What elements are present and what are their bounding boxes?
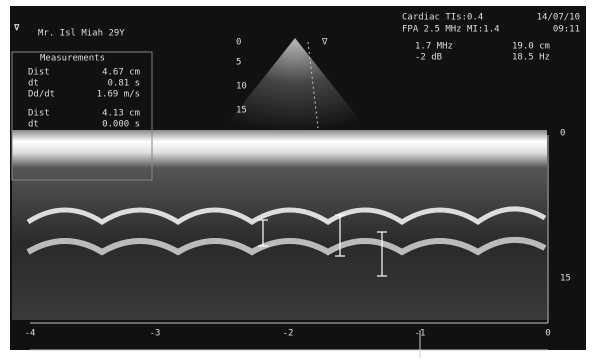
measure-value: 0.81 s (107, 79, 140, 89)
setting: 18.5 Hz (512, 53, 550, 63)
depth-label: 0 (236, 38, 241, 48)
probe-marker: ∇ (321, 38, 328, 48)
measure-name: Dist (28, 109, 50, 119)
time-label: -3 (150, 329, 161, 339)
probe-label: FPA 2.5 MHz MI:1.4 (402, 25, 500, 35)
measure-name: Dist (28, 68, 50, 78)
depth-label: 10 (236, 82, 247, 92)
echo-band (12, 130, 547, 168)
measure-name: dt (28, 120, 39, 130)
measurements-title: Measurements (40, 54, 105, 64)
measure-value: 0.000 s (102, 120, 140, 130)
measure-value: 4.67 cm (102, 68, 140, 78)
mode-label: Cardiac TIs:0.4 (402, 13, 483, 23)
measure-value: 1.69 m/s (97, 90, 140, 100)
time-label: -2 (283, 329, 294, 339)
date: 14/07/10 (537, 13, 580, 23)
logo: ∇ (13, 24, 20, 34)
patient-name: Mr. Isl Miah 29Y (38, 29, 125, 39)
depth-label: 15 (236, 106, 247, 116)
time-label: -1 (415, 329, 426, 339)
setting: -2 dB (415, 53, 442, 63)
time-label: 0 (545, 329, 550, 339)
measure-value: 4.13 cm (102, 109, 140, 119)
mmode-depth-label: 0 (560, 129, 565, 139)
ultrasound-screen: ∇ ∇ Mr. Isl Miah 29Y Cardiac TIs:0.4 14/07… (0, 0, 596, 362)
time: 09:11 (553, 25, 580, 35)
mmode-depth-label: 15 (560, 274, 571, 284)
measure-name: Dd/dt (28, 90, 55, 100)
setting: 19.0 cm (512, 42, 550, 52)
depth-label: 5 (236, 58, 241, 68)
time-label: -4 (25, 329, 36, 339)
measure-name: dt (28, 79, 39, 89)
setting: 1.7 MHz (415, 42, 453, 52)
